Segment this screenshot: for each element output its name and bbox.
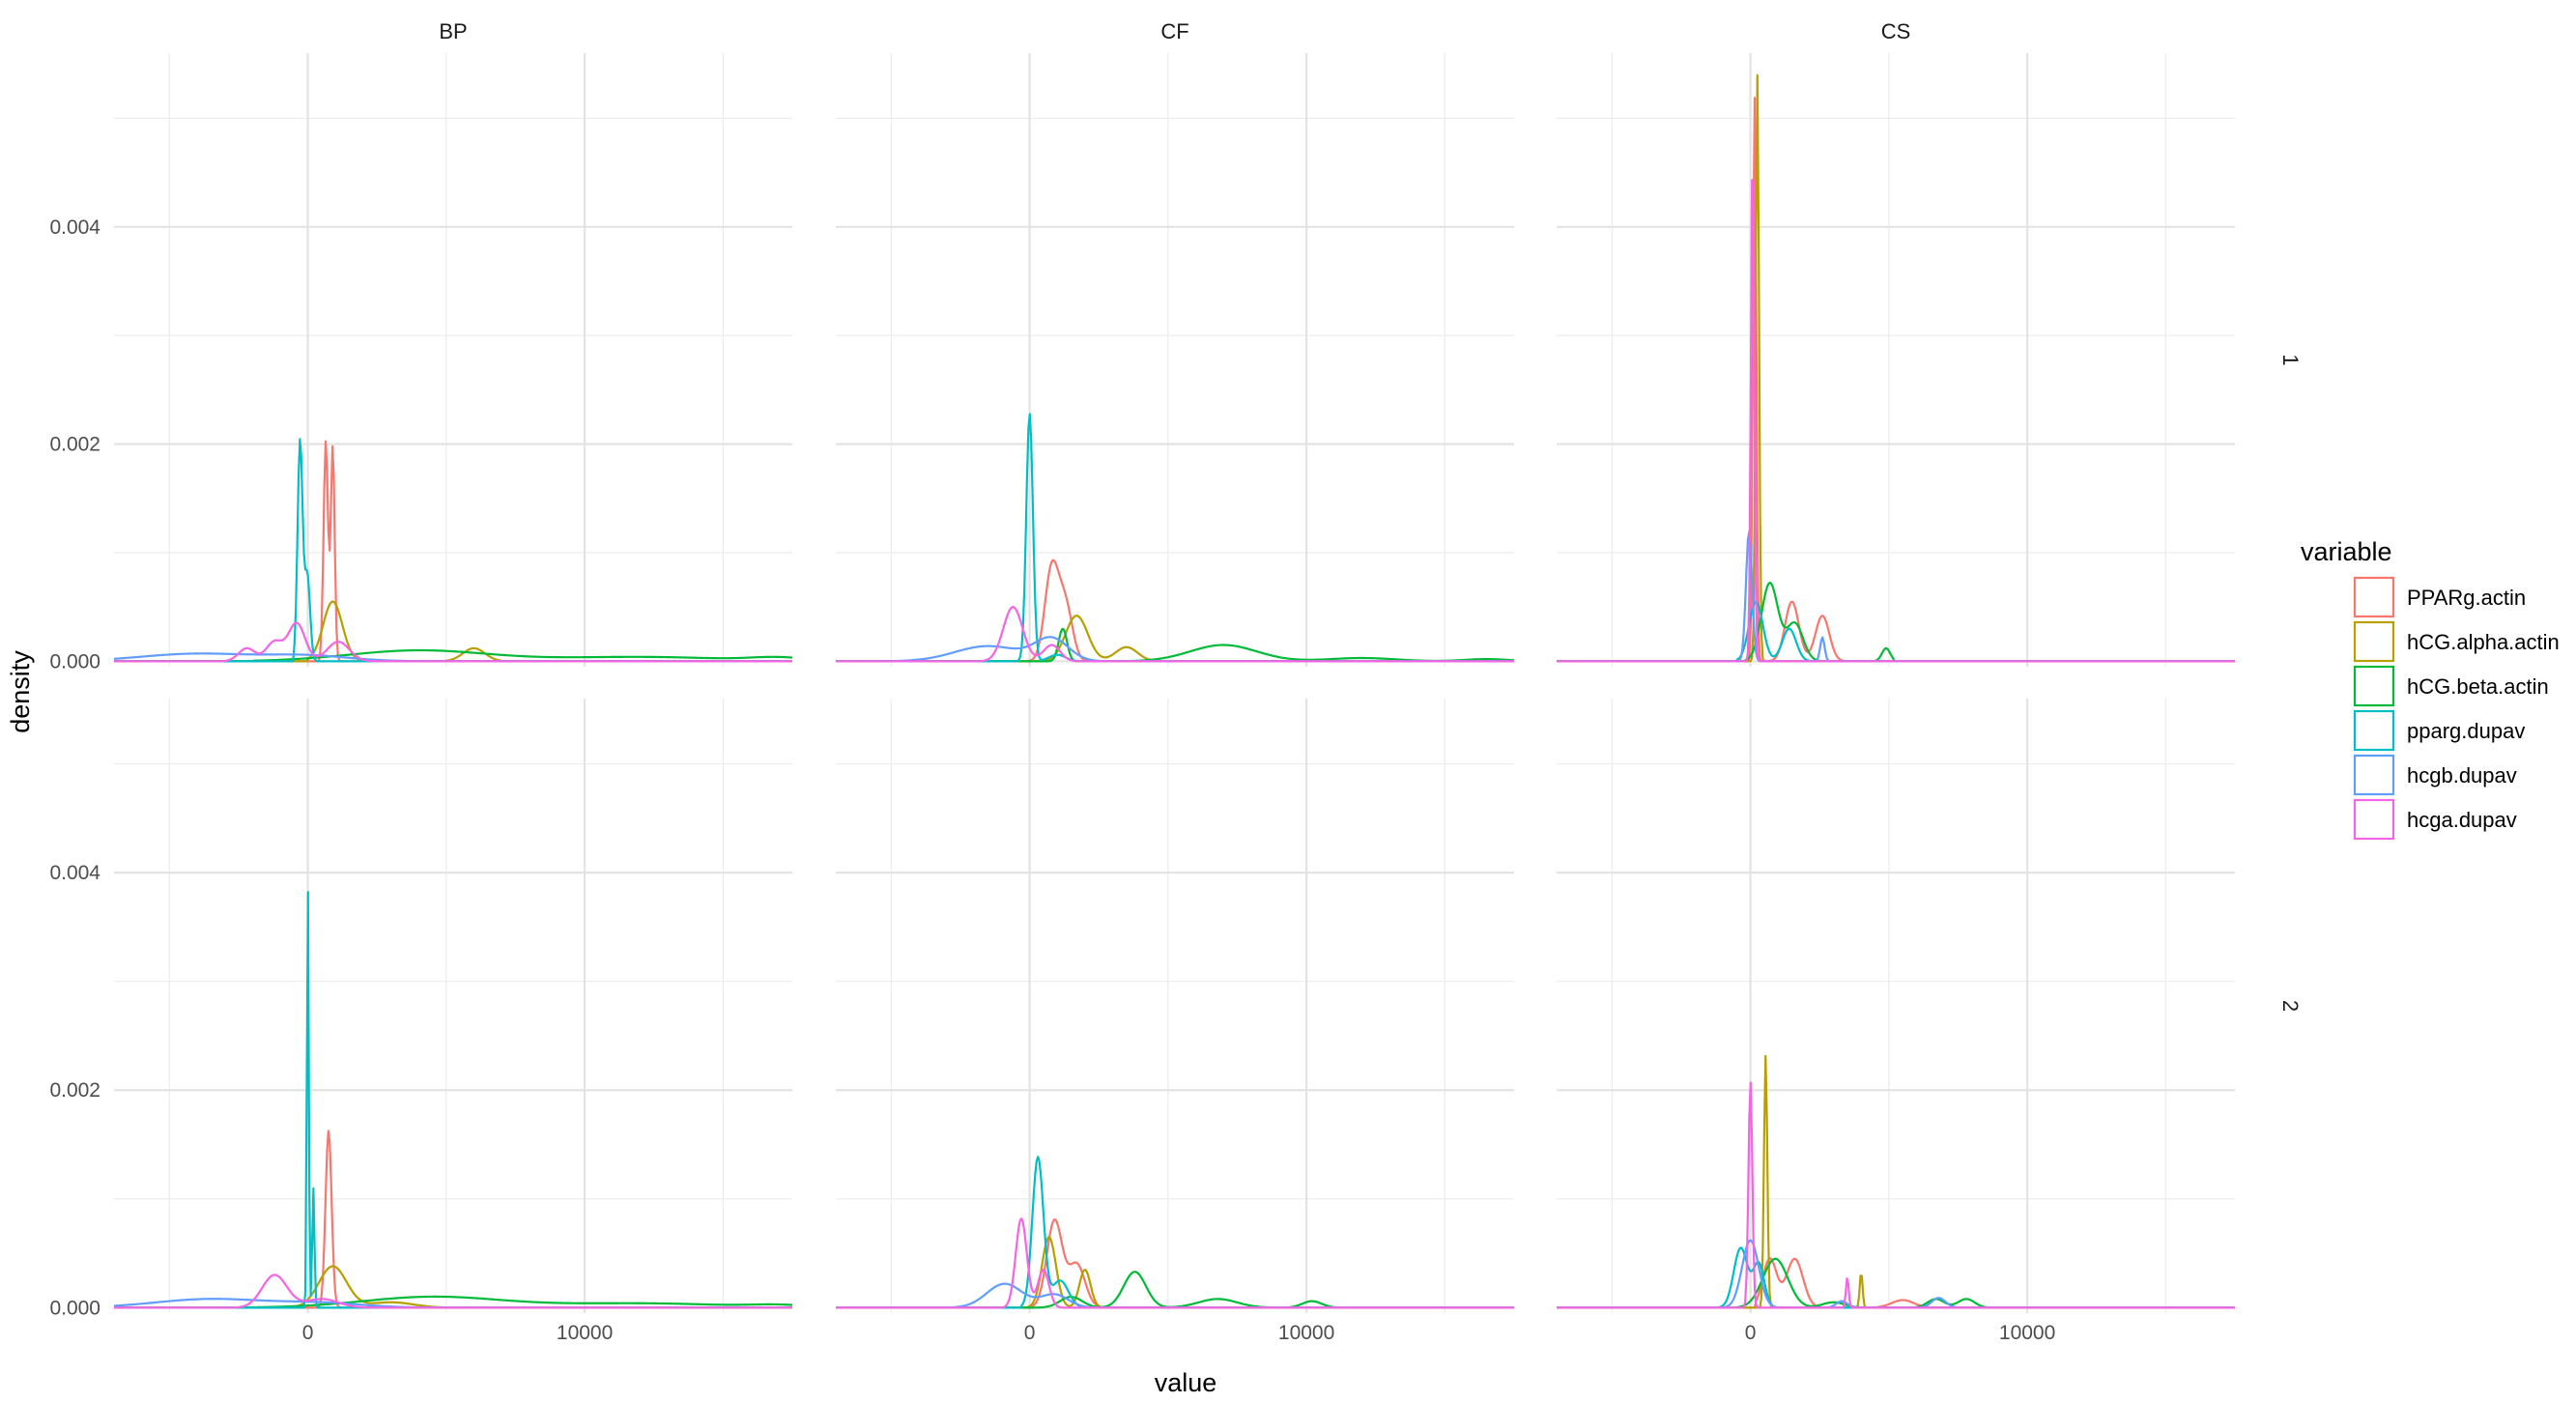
density-line-hcgb.dupav [836, 1282, 1514, 1309]
density-line-PPARg.actin [114, 1130, 792, 1309]
density-line-hCG.alpha.actin [836, 1236, 1514, 1309]
density-line-hCG.beta.actin [836, 1271, 1514, 1309]
density-line-hcga.dupav [114, 1274, 792, 1309]
panel-CS-2 [1557, 699, 2235, 1313]
density-line-PPARg.actin [1557, 97, 2235, 663]
legend-label: hcgb.dupav [2407, 763, 2517, 787]
legend-item: hcga.dupav [2353, 798, 2517, 841]
y-tick-label: 0.002 [49, 1079, 100, 1102]
legend-label: hCG.beta.actin [2407, 674, 2549, 699]
density-line-hCG.alpha.actin [1557, 73, 2235, 663]
density-line-hCG.alpha.actin [836, 615, 1514, 663]
density-line-hCG.alpha.actin [114, 1265, 792, 1309]
legend-item: pparg.dupav [2353, 709, 2525, 752]
legend-item: hCG.beta.actin [2353, 665, 2549, 707]
column-strip-label: CS [1881, 19, 1911, 43]
x-tick-label: 0 [1745, 1322, 1757, 1344]
legend-item: hCG.alpha.actin [2353, 620, 2560, 663]
density-line-pparg.dupav [1557, 1246, 2235, 1309]
panel-BP-2 [113, 699, 793, 1313]
y-axis-title: density [6, 650, 35, 733]
x-tick-label: 0 [1024, 1322, 1036, 1344]
row-strip-label: 2 [2278, 1000, 2303, 1012]
legend-key [2353, 576, 2395, 618]
y-tick-label: 0.004 [49, 862, 100, 884]
density-line-pparg.dupav [836, 413, 1514, 663]
density-line-hcga.dupav [836, 606, 1514, 663]
column-strip-label: CF [1160, 19, 1188, 43]
panel-BP-1 [113, 53, 793, 667]
y-tick-label: 0.000 [49, 1297, 100, 1319]
density-line-hcgb.dupav [1557, 530, 2235, 663]
x-tick-label: 10000 [1278, 1322, 1334, 1344]
density-line-pparg.dupav [836, 1156, 1514, 1309]
density-line-hCG.alpha.actin [1557, 1054, 2235, 1309]
density-line-PPARg.actin [836, 1218, 1514, 1309]
facet-panels [113, 53, 2235, 1313]
x-axis: 0 10000 0 10000 0 10000 [302, 1322, 2056, 1344]
x-tick-label: 10000 [557, 1322, 613, 1344]
legend-key [2353, 798, 2395, 841]
density-line-hcga.dupav [1557, 1081, 2235, 1309]
y-tick-label: 0.000 [49, 650, 100, 673]
density-line-hcga.dupav [836, 1217, 1514, 1309]
column-strip-label: BP [439, 19, 467, 43]
legend: variable PPARg.actin hCG.alpha.actin hCG.b… [2301, 537, 2560, 841]
legend-item: PPARg.actin [2353, 576, 2526, 618]
legend-key [2353, 754, 2395, 796]
legend-key [2353, 665, 2395, 707]
legend-title: variable [2301, 537, 2392, 566]
density-line-hCG.beta.actin [1557, 581, 2235, 663]
facet-strips: BP CF CS 1 2 [439, 19, 2303, 1012]
x-tick-label: 0 [302, 1322, 314, 1344]
density-line-hcga.dupav [1557, 179, 2235, 663]
legend-label: hCG.alpha.actin [2407, 630, 2560, 654]
y-tick-label: 0.002 [49, 434, 100, 456]
y-tick-label: 0.004 [49, 216, 100, 239]
legend-item: hcgb.dupav [2353, 754, 2517, 796]
density-line-hcga.dupav [114, 621, 792, 663]
density-line-PPARg.actin [836, 558, 1514, 663]
y-axis: 0.000 0.002 0.004 0.000 0.002 0.004 [49, 216, 100, 1320]
density-line-pparg.dupav [1557, 600, 2235, 663]
legend-key [2353, 620, 2395, 663]
density-line-pparg.dupav [114, 890, 792, 1309]
legend-key [2353, 709, 2395, 752]
x-axis-title: value [1155, 1368, 1217, 1397]
x-tick-label: 10000 [1999, 1322, 2055, 1344]
row-strip-label: 1 [2278, 354, 2303, 365]
panel-CF-1 [836, 53, 1515, 667]
legend-label: pparg.dupav [2407, 719, 2525, 743]
density-line-hcgb.dupav [1557, 1239, 2235, 1309]
legend-label: PPARg.actin [2407, 586, 2526, 610]
density-line-PPARg.actin [1557, 1257, 2235, 1309]
legend-label: hcga.dupav [2407, 808, 2517, 832]
density-line-PPARg.actin [114, 440, 792, 663]
panel-CS-1 [1557, 53, 2235, 667]
density-line-hcgb.dupav [836, 636, 1514, 663]
panel-CF-2 [836, 699, 1514, 1313]
density-line-pparg.dupav [114, 438, 792, 663]
